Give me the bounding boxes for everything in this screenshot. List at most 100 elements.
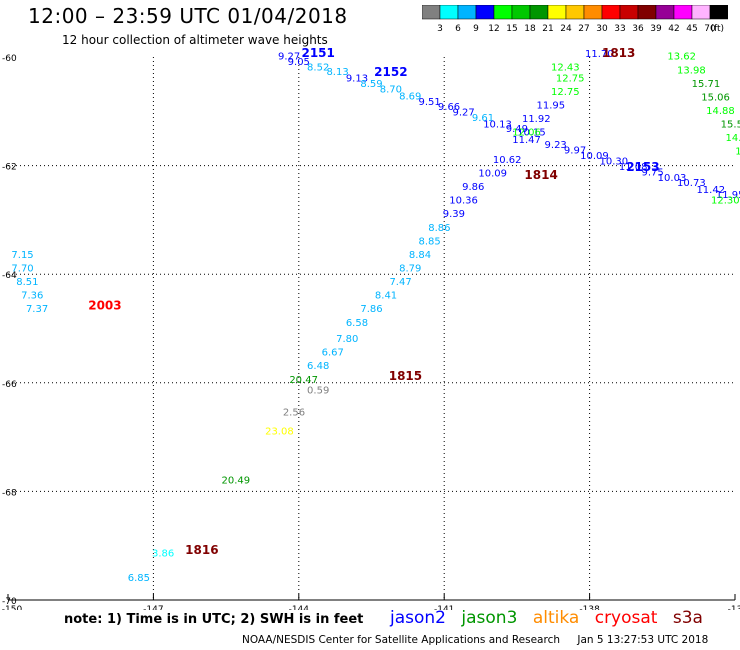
wave-height-point: 6.48 bbox=[307, 361, 329, 372]
wave-height-point: 9.39 bbox=[443, 209, 465, 220]
wave-height-point: 9.97 bbox=[564, 146, 586, 157]
wave-height-point: 11.95 bbox=[716, 190, 740, 201]
y-tick-label: -64 bbox=[2, 271, 17, 281]
colorbar-label: 39 bbox=[650, 24, 662, 34]
wave-height-point: 3.86 bbox=[152, 549, 174, 560]
pass-time-annotation: 2151 bbox=[301, 46, 334, 60]
wave-height-point: 10.15 bbox=[517, 128, 546, 139]
wave-height-point: 11.92 bbox=[522, 114, 551, 125]
wave-height-point: 7.86 bbox=[360, 304, 382, 315]
wave-height-point: 7.15 bbox=[11, 250, 33, 261]
colorbar-label: 70 bbox=[704, 24, 716, 34]
wave-height-point: 9.13 bbox=[346, 73, 368, 84]
colorbar-label: 15 bbox=[506, 24, 517, 34]
wave-height-point: 10.73 bbox=[677, 178, 706, 189]
y-tick-label: -62 bbox=[2, 163, 17, 173]
colorbar-label: 24 bbox=[560, 24, 572, 34]
wave-height-point: 20.49 bbox=[221, 475, 250, 486]
colorbar-label: 18 bbox=[524, 24, 536, 34]
x-tick-label: -141 bbox=[434, 605, 454, 610]
wave-height-point: 9.27 bbox=[452, 108, 474, 119]
wave-height-point: 7.70 bbox=[11, 263, 33, 274]
wave-height-point: 7.36 bbox=[21, 291, 43, 302]
wave-height-point: 8.41 bbox=[375, 291, 397, 302]
wave-height-point: 10.09 bbox=[478, 168, 507, 179]
pass-time-annotation: 2003 bbox=[88, 298, 121, 312]
wave-height-point: 11.42 bbox=[696, 185, 725, 196]
colorbar-label: 12 bbox=[488, 24, 499, 34]
color-scale-bar: 3 6 9 12 15 18 21 24 27 30 33 36 39 42 45 70(ft) bbox=[422, 5, 728, 34]
wave-height-point: 0.59 bbox=[307, 386, 329, 397]
colorbar-label: 33 bbox=[614, 24, 625, 34]
wave-height-point: 9.86 bbox=[462, 182, 484, 193]
wave-height-point: 11.47 bbox=[512, 135, 541, 146]
satellite-legend: jason2 jason3 altika cryosat s3a bbox=[390, 608, 713, 628]
chart-subtitle: 12 hour collection of altimeter wave hei… bbox=[62, 33, 328, 47]
y-tick-label: -68 bbox=[2, 488, 17, 498]
legend-jason3: jason3 bbox=[461, 608, 518, 628]
wave-height-point: 10.13 bbox=[483, 120, 512, 131]
wave-height-point: 14.14 bbox=[735, 147, 740, 158]
colorbar-label: 45 bbox=[686, 24, 697, 34]
x-tick-label: -150 bbox=[2, 605, 23, 610]
colorbar-label: 27 bbox=[578, 24, 589, 34]
y-tick-label: -60 bbox=[2, 54, 17, 64]
pass-time-annotation: 1813 bbox=[602, 46, 635, 60]
pass-time-annotation: 1816 bbox=[185, 543, 218, 557]
colorbar-label: 3 bbox=[437, 24, 443, 34]
footer-timestamp: Jan 5 13:27:53 UTC 2018 bbox=[577, 634, 709, 646]
wave-height-point: 13.62 bbox=[667, 52, 696, 63]
wave-height-point: 9.66 bbox=[438, 102, 460, 113]
colorbar-label: 36 bbox=[632, 24, 644, 34]
wave-height-point: 2.56 bbox=[283, 407, 305, 418]
wave-height-point: 11.08 bbox=[619, 162, 648, 173]
legend-jason2: jason2 bbox=[390, 608, 446, 628]
wave-height-plot: -150 -147 -144 -141 -138 -13 -60 -62 -64 -66 -68 -7… bbox=[2, 46, 740, 610]
colorbar-label: 30 bbox=[596, 24, 608, 34]
wave-height-point: 9.75 bbox=[641, 167, 663, 178]
wave-height-point: 6.85 bbox=[128, 573, 150, 584]
wave-height-point: 10.62 bbox=[493, 155, 522, 166]
wave-height-point: 10.03 bbox=[658, 173, 687, 184]
wave-height-point: 20.47 bbox=[289, 375, 318, 386]
wave-height-point: 8.52 bbox=[307, 63, 329, 74]
units-note: note: 1) Time is in UTC; 2) SWH is in fe… bbox=[64, 612, 364, 627]
pass-time-annotation: 1814 bbox=[524, 168, 557, 182]
pass-time-annotation: 2153 bbox=[626, 160, 659, 174]
wave-height-point: 9.05 bbox=[288, 57, 310, 68]
wave-height-point: 8.86 bbox=[428, 223, 450, 234]
footer: NOAA/NESDIS Center for Satellite Applica… bbox=[242, 634, 722, 646]
y-tick-label: -70 bbox=[2, 597, 17, 607]
wave-height-point: 7.80 bbox=[336, 334, 358, 345]
colorbar-unit: (ft) bbox=[710, 24, 724, 34]
wave-height-point: 12.75 bbox=[551, 87, 580, 98]
colorbar-label: 42 bbox=[668, 24, 679, 34]
wave-height-point: 11.70 bbox=[585, 49, 614, 60]
legend-s3a: s3a bbox=[672, 608, 703, 628]
wave-height-point: 8.70 bbox=[380, 84, 402, 95]
wave-height-point: 12.43 bbox=[551, 63, 580, 74]
wave-height-point: 8.51 bbox=[16, 277, 38, 288]
legend-altika: altika bbox=[532, 608, 580, 628]
wave-height-point: 6.67 bbox=[322, 348, 344, 359]
wave-height-point: 8.69 bbox=[399, 91, 421, 102]
wave-height-point: 14.46 bbox=[726, 133, 740, 144]
y-tick-label: -66 bbox=[2, 380, 17, 390]
colorbar-label: 9 bbox=[473, 24, 479, 34]
wave-height-point: 8.84 bbox=[409, 250, 431, 261]
x-tick-label: -13 bbox=[728, 605, 740, 610]
wave-height-point: 8.85 bbox=[419, 236, 441, 247]
wave-height-point: 12.06 bbox=[512, 128, 541, 139]
wave-height-point: 10.09 bbox=[580, 151, 609, 162]
wave-height-point: 9.61 bbox=[472, 113, 494, 124]
wave-height-point: 12.75 bbox=[556, 73, 585, 84]
x-tick-label: -144 bbox=[289, 605, 310, 610]
pass-time-annotation: 1815 bbox=[389, 369, 422, 383]
x-tick-label: -138 bbox=[579, 605, 600, 610]
chart-title: 12:00 – 23:59 UTC 01/04/2018 bbox=[28, 4, 348, 28]
wave-height-point: 6.58 bbox=[346, 318, 368, 329]
wave-height-point: 8.13 bbox=[326, 67, 348, 78]
wave-height-point: 14.88 bbox=[706, 106, 735, 117]
wave-height-point: 9.49 bbox=[506, 124, 528, 135]
wave-height-point: 8.79 bbox=[399, 263, 421, 274]
